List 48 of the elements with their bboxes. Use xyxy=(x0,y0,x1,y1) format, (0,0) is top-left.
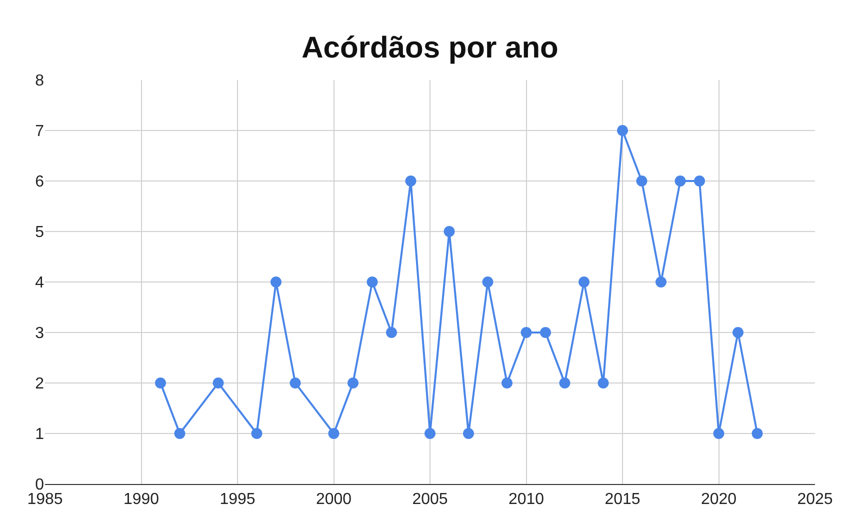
point xyxy=(502,378,512,388)
point xyxy=(598,378,609,388)
point xyxy=(578,276,590,288)
x-tick-label: 1985 xyxy=(27,491,63,508)
x-tick-label: 2005 xyxy=(412,491,448,508)
point xyxy=(656,276,666,288)
point xyxy=(540,327,551,338)
x-tick-label: 2025 xyxy=(797,491,833,508)
x-tick-label: 2000 xyxy=(316,491,352,508)
x-tick-label: 1990 xyxy=(123,491,160,508)
point xyxy=(155,378,166,388)
x-tick-label: 2010 xyxy=(508,491,544,508)
point xyxy=(290,378,301,388)
point xyxy=(732,327,744,338)
point xyxy=(482,276,494,288)
y-tick-label: 7 xyxy=(35,123,44,140)
point xyxy=(212,378,224,388)
y-tick-label: 3 xyxy=(35,325,44,342)
y-tick-label: 1 xyxy=(35,426,44,444)
y-tick-label: 6 xyxy=(35,174,44,191)
point xyxy=(463,428,474,439)
point xyxy=(424,428,436,439)
y-tick-label: 2 xyxy=(35,376,44,393)
point xyxy=(713,428,724,439)
point xyxy=(520,327,532,338)
x-tick-label: 2015 xyxy=(604,491,640,508)
y-tick-label: 4 xyxy=(35,274,44,292)
point xyxy=(270,276,282,288)
point xyxy=(636,176,648,186)
x-tick-label: 2020 xyxy=(700,491,737,508)
point xyxy=(251,428,262,439)
point xyxy=(348,378,358,388)
point xyxy=(174,428,186,439)
point xyxy=(328,428,340,439)
point xyxy=(386,327,397,338)
x-tick-label: 1995 xyxy=(220,491,256,508)
point xyxy=(559,378,570,388)
point xyxy=(444,226,455,237)
point xyxy=(694,176,705,186)
y-tick-label: 8 xyxy=(35,72,44,90)
point xyxy=(405,176,416,186)
chart-title: Acórdãos por ano xyxy=(302,31,558,64)
y-tick-label: 0 xyxy=(35,476,44,494)
y-tick-label: 5 xyxy=(35,224,44,242)
point xyxy=(674,176,686,186)
point xyxy=(366,276,378,288)
point xyxy=(752,428,763,439)
point xyxy=(617,125,628,136)
